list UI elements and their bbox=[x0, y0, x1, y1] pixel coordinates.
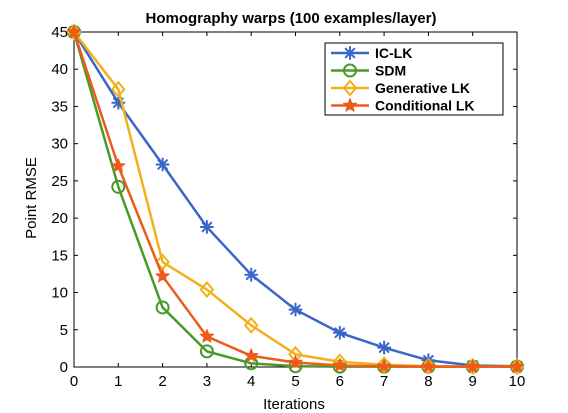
data-point-conditional-lk bbox=[111, 158, 126, 173]
legend-marker-conditional-lk bbox=[342, 98, 358, 112]
x-tick-label: 10 bbox=[509, 373, 526, 390]
x-tick-label: 7 bbox=[380, 373, 388, 390]
series-conditional-lk bbox=[66, 24, 525, 373]
x-tick-label: 1 bbox=[114, 373, 122, 390]
x-tick-label: 4 bbox=[247, 373, 255, 390]
data-point-conditional-lk bbox=[66, 24, 82, 39]
data-point-ic-lk bbox=[288, 302, 303, 317]
data-point-generative-lk bbox=[199, 281, 215, 299]
y-tick-label: 30 bbox=[51, 136, 68, 153]
x-tick-label: 8 bbox=[424, 373, 432, 390]
y-tick-label: 5 bbox=[60, 322, 68, 339]
data-point-ic-lk bbox=[199, 220, 214, 235]
data-point-ic-lk bbox=[377, 340, 392, 355]
y-tick-label: 10 bbox=[51, 285, 68, 302]
legend-label-sdm: SDM bbox=[375, 63, 406, 79]
data-point-conditional-lk bbox=[509, 359, 525, 373]
data-point-generative-lk bbox=[243, 316, 259, 334]
legend-marker-generative-lk bbox=[342, 79, 358, 97]
x-tick-label: 6 bbox=[336, 373, 344, 390]
y-axis-label: Point RMSE bbox=[23, 157, 40, 239]
y-tick-label: 40 bbox=[51, 61, 68, 78]
y-tick-label: 45 bbox=[51, 24, 68, 41]
x-tick-label: 9 bbox=[469, 373, 477, 390]
y-tick-label: 20 bbox=[51, 210, 68, 227]
x-tick-label: 5 bbox=[291, 373, 299, 390]
x-tick-label: 3 bbox=[203, 373, 211, 390]
legend-marker-ic-lk bbox=[343, 46, 357, 60]
data-point-ic-lk bbox=[332, 325, 347, 340]
data-point-conditional-lk bbox=[288, 355, 303, 369]
data-point-ic-lk bbox=[155, 157, 170, 172]
y-tick-label: 35 bbox=[51, 98, 68, 115]
data-point-conditional-lk bbox=[332, 358, 347, 372]
data-point-conditional-lk bbox=[465, 359, 480, 373]
data-point-sdm bbox=[155, 300, 170, 315]
legend-marker-sdm bbox=[343, 63, 357, 78]
data-point-generative-lk bbox=[376, 356, 392, 374]
data-point-conditional-lk bbox=[199, 328, 215, 343]
series-layer bbox=[66, 23, 525, 376]
chart-title: Homography warps (100 examples/layer) bbox=[146, 10, 437, 27]
x-tick-label: 2 bbox=[158, 373, 166, 390]
x-axis-label: Iterations bbox=[263, 396, 325, 413]
x-tick-label: 0 bbox=[70, 373, 78, 390]
data-point-conditional-lk bbox=[421, 359, 436, 373]
data-point-sdm bbox=[111, 179, 126, 194]
y-tick-label: 15 bbox=[51, 247, 68, 264]
data-point-conditional-lk bbox=[244, 348, 259, 362]
data-point-generative-lk bbox=[110, 80, 126, 98]
legend-label-ic-lk: IC-LK bbox=[375, 45, 412, 61]
data-point-conditional-lk bbox=[376, 358, 392, 373]
y-tick-label: 25 bbox=[51, 173, 68, 190]
data-point-sdm bbox=[199, 344, 214, 359]
data-point-ic-lk bbox=[244, 267, 259, 282]
legend-label-conditional-lk: Conditional LK bbox=[375, 98, 475, 114]
y-tick-label: 0 bbox=[60, 359, 68, 376]
legend-label-generative-lk: Generative LK bbox=[375, 80, 470, 96]
data-point-conditional-lk bbox=[155, 268, 170, 283]
